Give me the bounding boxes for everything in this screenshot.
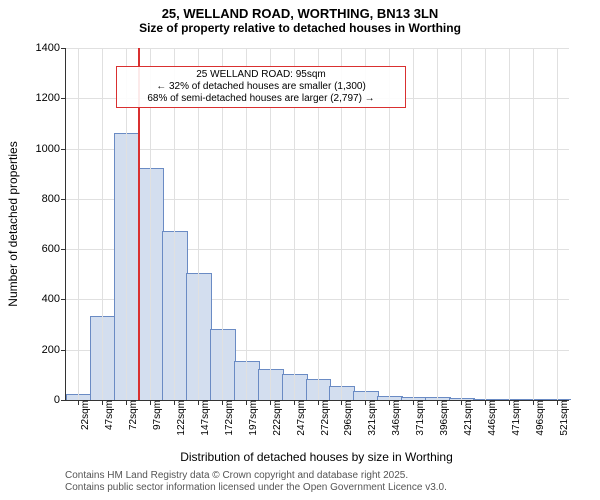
x-axis-label: Distribution of detached houses by size …: [65, 450, 568, 464]
grid-line: [509, 48, 510, 400]
footer-attribution: Contains HM Land Registry data © Crown c…: [65, 470, 447, 494]
grid-line: [485, 48, 486, 400]
grid-line: [78, 48, 79, 400]
grid-line: [413, 48, 414, 400]
y-tick-label: 0: [54, 394, 66, 406]
histogram-bar: [353, 391, 379, 400]
annotation-line: 68% of semi-detached houses are larger (…: [121, 93, 401, 105]
x-tick-label: 521sqm: [553, 400, 570, 436]
x-tick-label: 97sqm: [146, 400, 163, 430]
x-tick-label: 47sqm: [98, 400, 115, 430]
y-tick-label: 400: [42, 293, 66, 305]
x-tick-label: 222sqm: [266, 400, 283, 436]
x-tick-label: 272sqm: [314, 400, 331, 436]
grid-line: [557, 48, 558, 400]
grid-line: [461, 48, 462, 400]
y-tick-label: 1400: [36, 42, 66, 54]
annotation-line: 25 WELLAND ROAD: 95sqm: [121, 69, 401, 81]
y-tick-label: 600: [42, 243, 66, 255]
grid-line: [533, 48, 534, 400]
y-tick-label: 200: [42, 344, 66, 356]
x-tick-label: 296sqm: [337, 400, 354, 436]
y-tick-label: 800: [42, 193, 66, 205]
annotation-box: 25 WELLAND ROAD: 95sqm← 32% of detached …: [116, 66, 406, 108]
plot-area: 020040060080010001200140022sqm47sqm72sqm…: [65, 48, 569, 401]
x-tick-label: 496sqm: [529, 400, 546, 436]
x-tick-label: 346sqm: [385, 400, 402, 436]
x-tick-label: 147sqm: [194, 400, 211, 436]
x-tick-label: 396sqm: [433, 400, 450, 436]
chart-subtitle: Size of property relative to detached ho…: [0, 21, 600, 39]
x-tick-label: 471sqm: [505, 400, 522, 436]
x-tick-label: 321sqm: [361, 400, 378, 436]
x-tick-label: 446sqm: [481, 400, 498, 436]
y-tick-label: 1000: [36, 143, 66, 155]
x-tick-label: 122sqm: [170, 400, 187, 436]
grid-line: [102, 48, 103, 400]
y-tick-label: 1200: [36, 92, 66, 104]
x-tick-label: 371sqm: [409, 400, 426, 436]
footer-line2: Contains public sector information licen…: [65, 482, 447, 494]
x-tick-label: 247sqm: [290, 400, 307, 436]
x-tick-label: 172sqm: [218, 400, 235, 436]
y-axis-label: Number of detached properties: [6, 141, 20, 306]
annotation-line: ← 32% of detached houses are smaller (1,…: [121, 81, 401, 93]
histogram-bar: [329, 386, 355, 400]
grid-line: [437, 48, 438, 400]
chart-title: 25, WELLAND ROAD, WORTHING, BN13 3LN: [0, 0, 600, 21]
x-tick-label: 22sqm: [74, 400, 91, 430]
chart-container: 25, WELLAND ROAD, WORTHING, BN13 3LN Siz…: [0, 0, 600, 500]
x-tick-label: 421sqm: [457, 400, 474, 436]
x-tick-label: 72sqm: [122, 400, 139, 430]
footer-line1: Contains HM Land Registry data © Crown c…: [65, 470, 447, 482]
x-tick-label: 197sqm: [242, 400, 259, 436]
